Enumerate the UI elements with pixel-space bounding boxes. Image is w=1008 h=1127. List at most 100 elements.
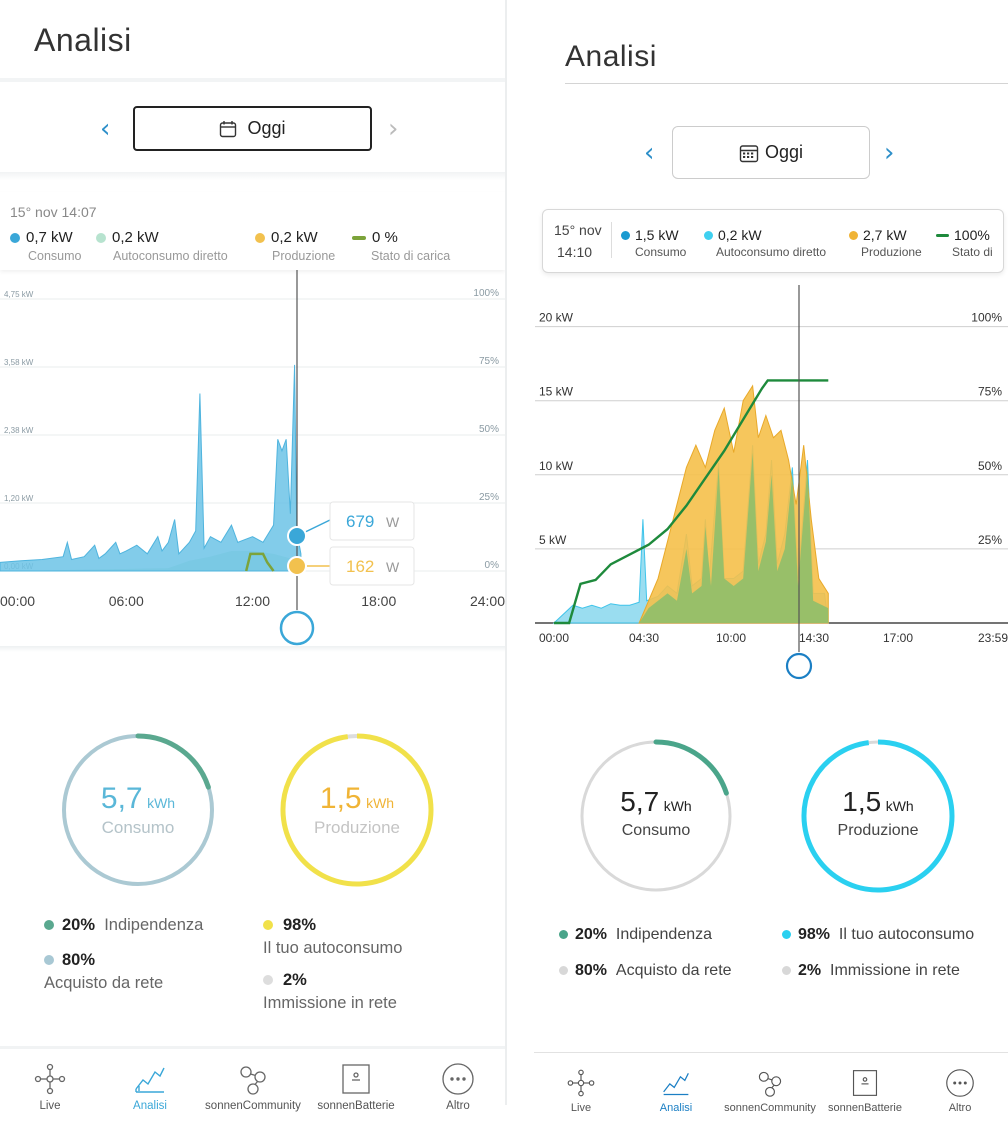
chart-legend: 15° nov 14:07 0,7 kW Consumo 0,2 kW Auto… bbox=[0, 192, 505, 270]
consumo-gauge bbox=[62, 733, 214, 886]
legend-produzione: 0,2 kW Produzione bbox=[255, 229, 335, 263]
y-tick-right: 50% bbox=[978, 459, 1002, 473]
page-title: Analisi bbox=[34, 22, 132, 58]
next-day-button[interactable]: › bbox=[388, 114, 399, 144]
stato-carica-line-icon bbox=[936, 233, 949, 237]
tab-altro[interactable]: Altro bbox=[408, 1062, 505, 1112]
more-icon bbox=[946, 1069, 974, 1097]
calendar-icon bbox=[739, 144, 759, 162]
legend-produzione: 2,7 kW Produzione bbox=[849, 227, 922, 259]
y-tick-right: 0% bbox=[485, 560, 500, 571]
immissione-dot-icon bbox=[263, 975, 273, 985]
analytics-icon bbox=[663, 1073, 689, 1096]
legend-autoconsumo: 0,2 kW Autoconsumo diretto bbox=[704, 227, 826, 259]
y-tick-left: 20 kW bbox=[539, 311, 574, 325]
tab-altro[interactable]: Altro bbox=[910, 1068, 1008, 1114]
tab-analisi[interactable]: Analisi bbox=[626, 1068, 726, 1114]
consumo-tooltip-value: 679 bbox=[346, 512, 374, 531]
acquisto-dot-icon bbox=[559, 966, 568, 975]
stat-autoconsumo: 98% Il tuo autoconsumo bbox=[263, 916, 403, 957]
y-tick-left: 10 kW bbox=[539, 459, 574, 473]
legend-autoconsumo: 0,2 kW Autoconsumo diretto bbox=[96, 229, 228, 263]
tab-batterie[interactable]: sonnenBatterie bbox=[815, 1068, 915, 1114]
y-tick-left: 1,20 kW bbox=[4, 494, 34, 503]
time-scrubber-handle[interactable] bbox=[279, 610, 315, 646]
y-tick-left: 4,75 kW bbox=[4, 290, 34, 299]
autoconsumo-stat-dot-icon bbox=[782, 930, 791, 939]
x-tick-label: 06:00 bbox=[109, 593, 144, 609]
immissione-dot-icon bbox=[782, 966, 791, 975]
indipendenza-dot-icon bbox=[559, 930, 568, 939]
x-tick-label: 23:59 bbox=[978, 631, 1008, 645]
community-icon bbox=[758, 1071, 782, 1097]
autoconsumo-stat-dot-icon bbox=[263, 920, 273, 930]
date-label: Oggi bbox=[247, 118, 286, 138]
battery-icon bbox=[342, 1064, 370, 1094]
energy-chart[interactable]: 5 kW 25% 10 kW 50% 15 kW 75% 20 kW 100% 00:00 04… bbox=[507, 280, 1008, 690]
autoconsumo-dot-icon bbox=[96, 232, 106, 243]
stato-carica-line bbox=[244, 552, 275, 572]
stato-carica-line-icon bbox=[352, 235, 366, 240]
acquisto-dot-icon bbox=[44, 955, 54, 965]
consumo-area bbox=[0, 364, 302, 572]
x-tick-label: 17:00 bbox=[883, 631, 913, 645]
stat-indipendenza: 20% Indipendenza bbox=[559, 926, 712, 944]
produzione-gauge-label: Produzione bbox=[313, 818, 400, 837]
calendar-icon bbox=[220, 120, 237, 137]
y-tick-left: 15 kW bbox=[539, 385, 574, 399]
header-divider bbox=[0, 78, 505, 82]
consumo-dot-icon bbox=[10, 232, 20, 243]
legend-time: 14:10 bbox=[557, 244, 593, 260]
produzione-tooltip-value: 162 bbox=[346, 557, 374, 576]
left-screen: Analisi ‹ Oggi › 15° nov 14:07 0,7 kW Co… bbox=[0, 22, 505, 1112]
tab-analisi[interactable]: Analisi bbox=[100, 1062, 200, 1112]
legend-timestamp: 15° nov 14:07 bbox=[10, 204, 97, 220]
next-day-button[interactable]: › bbox=[884, 138, 895, 168]
consumo-tooltip: 679 W bbox=[329, 501, 415, 541]
y-tick-right: 25% bbox=[978, 533, 1002, 547]
y-tick-left: 2,38 kW bbox=[4, 426, 34, 435]
header-divider bbox=[565, 83, 1008, 84]
x-tick-label: 24:00 bbox=[470, 593, 505, 609]
more-icon bbox=[442, 1063, 474, 1095]
prev-day-button[interactable]: ‹ bbox=[100, 114, 111, 144]
y-tick-right: 50% bbox=[479, 424, 499, 435]
consumo-gauge bbox=[580, 739, 732, 892]
x-tick-label: 00:00 bbox=[0, 593, 35, 609]
page-title: Analisi bbox=[565, 40, 657, 73]
produzione-dot-icon bbox=[255, 232, 265, 243]
indipendenza-dot-icon bbox=[44, 920, 54, 930]
y-tick-right: 75% bbox=[479, 356, 499, 367]
stat-indipendenza: 20% Indipendenza bbox=[44, 916, 203, 935]
date-picker-button[interactable]: Oggi bbox=[672, 126, 870, 179]
tab-live[interactable]: Live bbox=[0, 1062, 100, 1112]
stat-acquisto-rete: 80% Acquisto da rete bbox=[559, 962, 732, 980]
live-icon bbox=[34, 1063, 66, 1095]
time-scrubber-handle[interactable] bbox=[785, 652, 813, 680]
y-tick-right: 75% bbox=[978, 385, 1002, 399]
legend-stato-carica: 0 % Stato di carica bbox=[352, 229, 450, 263]
tab-live[interactable]: Live bbox=[531, 1068, 631, 1114]
consumo-total-value: 5,7 bbox=[100, 782, 143, 815]
stat-autoconsumo: 98% Il tuo autoconsumo bbox=[782, 926, 974, 944]
legend-consumo: 0,7 kW Consumo bbox=[10, 229, 82, 263]
prev-day-button[interactable]: ‹ bbox=[644, 138, 655, 168]
consumo-total-value: 5,7 bbox=[620, 786, 660, 817]
analytics-icon bbox=[135, 1067, 165, 1093]
svg-text:W: W bbox=[386, 514, 400, 530]
legend-date: 15° nov bbox=[554, 222, 602, 238]
consumo-gauge-label: Consumo bbox=[101, 818, 175, 837]
autoconsumo-dot-icon bbox=[704, 230, 713, 240]
consumo-marker bbox=[287, 526, 307, 546]
legend-stato-carica: 100% Stato di bbox=[936, 227, 993, 259]
tab-community[interactable]: sonnenCommunity bbox=[203, 1062, 303, 1112]
tab-batterie[interactable]: sonnenBatterie bbox=[306, 1062, 406, 1112]
date-picker-button[interactable]: Oggi bbox=[133, 106, 372, 151]
tab-community[interactable]: sonnenCommunity bbox=[720, 1068, 820, 1114]
svg-text:W: W bbox=[386, 559, 400, 575]
autoconsumo-area bbox=[639, 452, 829, 623]
consumo-dot-icon bbox=[621, 230, 630, 240]
stat-immissione: 2% Immissione in rete bbox=[263, 971, 397, 1012]
consumo-gauge-label: Consumo bbox=[621, 822, 691, 839]
